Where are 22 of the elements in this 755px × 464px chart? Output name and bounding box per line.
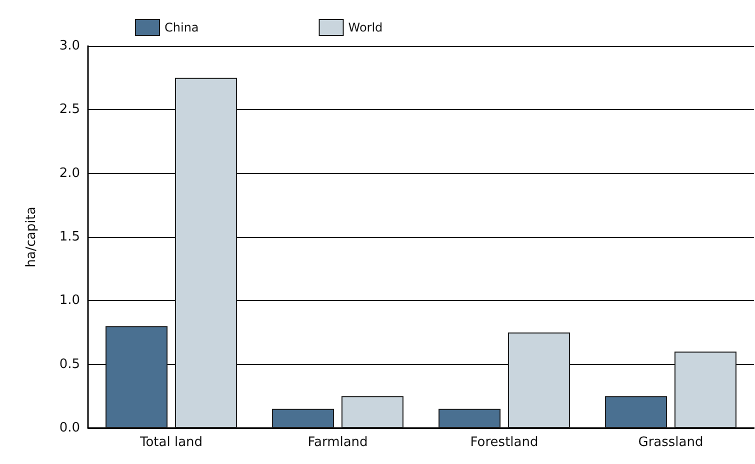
x-tick-label: Forestland: [470, 435, 538, 450]
y-tick-label: 1.5: [59, 230, 80, 244]
bar: [674, 352, 736, 428]
bar: [605, 396, 668, 428]
bar: [508, 332, 570, 428]
bar: [272, 408, 334, 428]
y-tick-label: 3.0: [59, 38, 80, 54]
y-tick-label: 2.5: [59, 102, 80, 118]
x-tick-label: Total land: [138, 435, 203, 450]
y-axis-title: ha/capita: [24, 206, 39, 268]
bar: [341, 396, 404, 428]
legend-label: China: [164, 20, 199, 34]
legend-label: World: [348, 20, 383, 34]
bar: [106, 326, 168, 428]
x-tick-label: Farmland: [308, 435, 368, 450]
y-tick-label: 1.0: [59, 293, 80, 308]
bar: [174, 78, 237, 428]
bar: [438, 408, 501, 428]
y-tick-label: 0.5: [59, 356, 80, 372]
y-tick-label: 0.0: [59, 420, 80, 436]
y-tick-label: 2.0: [59, 166, 80, 181]
x-tick-label: Grassland: [638, 435, 704, 450]
